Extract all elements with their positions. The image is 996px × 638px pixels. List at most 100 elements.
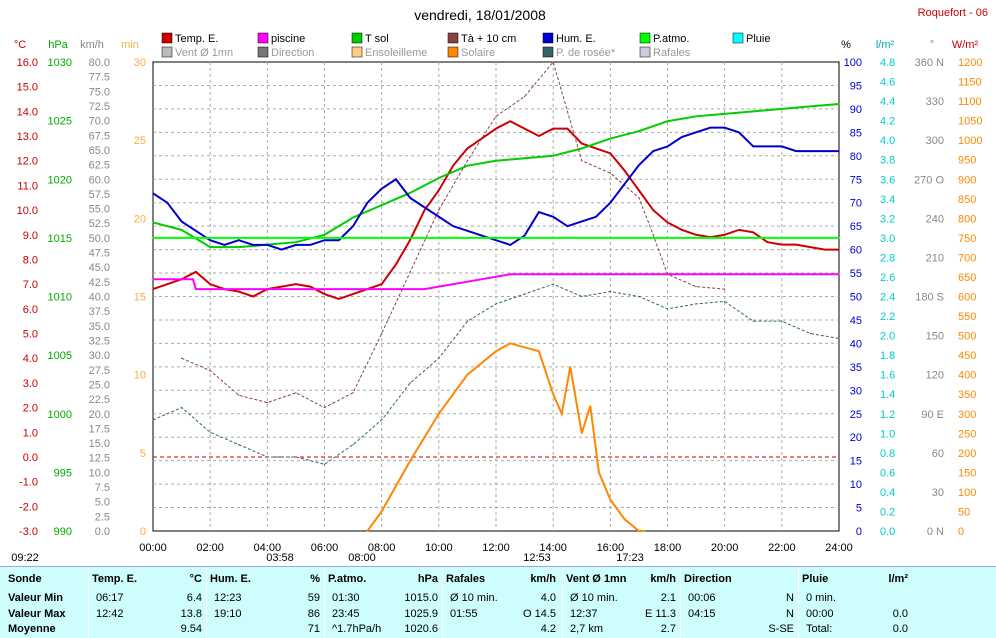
data-point	[352, 293, 354, 295]
data-point	[624, 518, 626, 520]
chart-title: vendredi, 18/01/2008	[414, 7, 546, 23]
data-point	[724, 127, 726, 129]
stats-time: 01:55	[450, 608, 478, 620]
lm2-axis-tick: 1.4	[880, 389, 895, 401]
kmh-axis-tick: 75.0	[89, 86, 110, 98]
data-point	[209, 369, 211, 372]
kmh-axis-tick: 80.0	[89, 57, 110, 69]
wm2-axis-tick: 0	[958, 526, 964, 538]
data-point	[566, 128, 569, 130]
time-tick: 10:00	[425, 542, 453, 554]
moonset-label: 03:58	[266, 552, 294, 564]
kmh-axis-tick: 57.5	[89, 189, 110, 201]
temp-axis-tick: -3.0	[19, 526, 38, 538]
data-point	[552, 128, 554, 130]
data-point	[381, 510, 383, 513]
lm2-axis-tick: 0.2	[880, 506, 895, 518]
data-point	[738, 131, 740, 133]
axis-unit: min	[121, 39, 139, 51]
legend-swatch	[351, 46, 363, 58]
kmh-axis-tick: 17.5	[89, 423, 110, 435]
wm2-axis-tick: 600	[958, 292, 976, 304]
legend-swatch	[732, 32, 744, 44]
data-point	[266, 456, 268, 458]
data-point	[581, 160, 583, 162]
lm2-axis-tick: 4.0	[880, 135, 895, 147]
stats-time: ^1.7hPa/h	[332, 623, 382, 635]
data-point	[152, 278, 154, 280]
data-point	[781, 145, 783, 148]
data-point	[409, 239, 411, 241]
data-point	[423, 206, 426, 208]
data-point	[295, 392, 297, 394]
data-point	[352, 225, 354, 227]
stats-value: 0.0	[892, 608, 908, 620]
kmh-axis-tick: 2.5	[95, 511, 110, 523]
lm2-axis-tick: 2.6	[880, 272, 895, 284]
data-point	[666, 120, 669, 122]
pct-axis-tick: 15	[850, 456, 862, 468]
data-point	[695, 234, 697, 236]
pct-axis-tick: 85	[850, 127, 862, 139]
stats-value: 1020.6	[404, 623, 438, 635]
data-point	[644, 530, 646, 532]
data-point	[180, 229, 183, 231]
lm2-axis-tick: 0.8	[880, 448, 895, 460]
stats-time: 01:30	[332, 592, 360, 604]
data-point	[180, 406, 183, 409]
data-point	[609, 202, 611, 204]
wm2-axis-tick: 850	[958, 194, 976, 206]
data-point	[809, 246, 812, 248]
data-point	[409, 192, 411, 194]
time-tick: 02:00	[196, 542, 224, 554]
data-point	[666, 221, 669, 224]
legend-label: piscine	[271, 33, 305, 45]
data-point	[466, 374, 469, 376]
data-point	[209, 239, 211, 241]
data-point	[192, 278, 194, 280]
kmh-axis-tick: 70.0	[89, 116, 110, 128]
stats-column-header: Direction	[684, 573, 732, 585]
pct-axis-tick: 5	[856, 503, 862, 515]
deg-axis-tick: 330	[926, 96, 944, 108]
stats-value: N	[786, 608, 794, 620]
data-point	[238, 394, 240, 396]
wm2-axis-tick: 300	[958, 409, 976, 421]
stats-time: Ø 10 min.	[570, 592, 618, 604]
legend-label: Temp. E.	[175, 33, 218, 45]
data-point	[438, 216, 440, 218]
axis-unit: km/h	[80, 39, 104, 51]
wm2-axis-tick: 950	[958, 155, 976, 167]
data-point	[569, 366, 571, 368]
wm2-axis-tick: 900	[958, 174, 976, 186]
kmh-axis-tick: 27.5	[89, 365, 110, 377]
wm2-axis-tick: 150	[958, 467, 976, 479]
data-point	[152, 221, 154, 224]
data-point	[838, 273, 840, 275]
lm2-axis-tick: 2.2	[880, 311, 895, 323]
data-point	[381, 332, 383, 335]
wm2-axis-tick: 50	[958, 506, 970, 518]
data-point	[295, 241, 297, 243]
stats-column-header: Hum. E.	[210, 573, 251, 585]
data-point	[452, 165, 454, 167]
data-point	[552, 216, 554, 218]
deg-axis-tick: 60	[932, 448, 944, 460]
deg-axis-tick: 360 N	[915, 57, 944, 69]
deg-axis-tick: 180 S	[915, 292, 944, 304]
legend-swatch	[639, 32, 651, 44]
data-point	[609, 172, 611, 174]
data-point	[195, 230, 197, 232]
data-point	[638, 130, 640, 132]
lm2-axis-tick: 4.8	[880, 57, 895, 69]
moonrise-label: 09:22	[11, 552, 39, 564]
data-point	[295, 283, 297, 285]
stats-time: 12:37	[570, 608, 598, 620]
temp-axis-tick: 8.0	[23, 254, 38, 266]
kmh-axis-tick: 32.5	[89, 335, 110, 347]
pct-axis-tick: 40	[850, 338, 862, 350]
data-point	[266, 244, 268, 246]
stats-column: Sonde Valeur Min Valeur Max Moyenne	[8, 567, 88, 638]
data-point	[523, 128, 526, 130]
kmh-axis-tick: 30.0	[89, 350, 110, 362]
